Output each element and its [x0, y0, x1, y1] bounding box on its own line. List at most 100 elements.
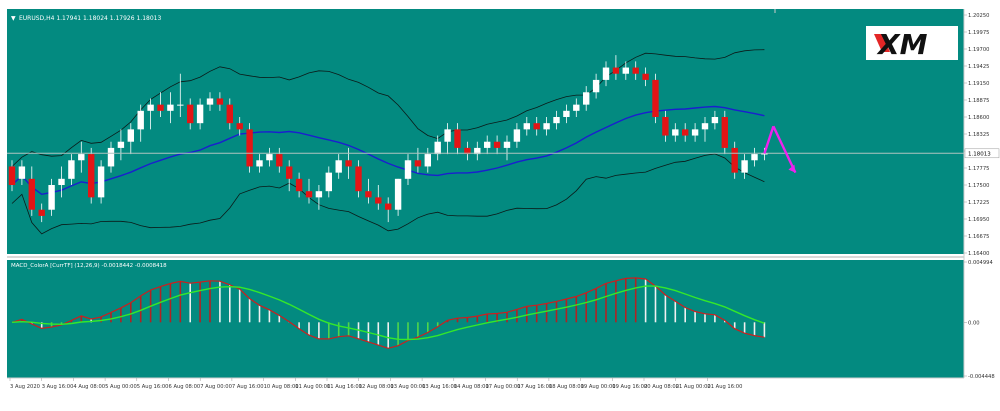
time-tick-label: 17 Aug 00:00: [486, 384, 521, 390]
indicator-tick-label: 0.004994: [968, 260, 993, 266]
xm-logo: XM: [866, 26, 958, 61]
indicator-panel-background: [7, 260, 964, 378]
candle-body: [513, 129, 521, 142]
candle-body: [88, 154, 95, 198]
time-tick-label: 11 Aug 16:00: [327, 384, 362, 390]
candle-body: [157, 104, 164, 111]
candle-body: [444, 129, 451, 142]
candle-body: [177, 104, 184, 106]
time-tick-label: 21 Aug 00:00: [676, 384, 711, 390]
candle-body: [38, 209, 45, 216]
moving-average: [11, 105, 765, 196]
candle-body: [345, 160, 352, 167]
price-axis: 1.20250 1.19975 1.19700 1.19425 1.19150 1.188…: [964, 13, 989, 257]
symbol-menu-icon[interactable]: ▼: [11, 15, 16, 22]
candle-body: [315, 191, 323, 198]
candle-body: [474, 147, 481, 155]
candle-body: [226, 104, 233, 124]
chart-title: EURUSD,H4 1.17941 1.18024 1.17926 1.1801…: [19, 15, 161, 22]
ma-line: [11, 105, 765, 196]
upper-band-line: [11, 49, 765, 167]
price-tick-label: 1.19700: [968, 47, 989, 53]
candle-body: [563, 110, 570, 117]
time-tick-label: 13 Aug 00:00: [390, 384, 425, 390]
candle-body: [97, 166, 105, 198]
candle-body: [711, 117, 719, 124]
price-tick-label: 1.17225: [968, 200, 989, 206]
candle-body: [78, 154, 85, 161]
price-tick-label: 1.18600: [968, 115, 989, 121]
time-tick-label: 19 Aug 00:00: [581, 384, 616, 390]
current-price-tag: [964, 148, 1000, 159]
candle-body: [286, 166, 293, 179]
time-tick-label: 19 Aug 16:00: [612, 384, 647, 390]
time-tick-label: 7 Aug 00:00: [200, 384, 232, 390]
candle-body: [127, 129, 134, 142]
lower-band-line: [11, 153, 765, 235]
candle-body: [612, 67, 620, 74]
candle-body: [751, 154, 758, 161]
current-price-label: 1.18013: [968, 151, 991, 157]
candle-body: [216, 98, 224, 105]
candle-body: [493, 141, 501, 148]
time-tick-label: 6 Aug 08:00: [169, 384, 201, 390]
candle-body: [147, 104, 154, 111]
time-tick-label: 7 Aug 16:00: [232, 384, 264, 390]
candle-body: [365, 191, 372, 198]
indicator-tick-label: 0.00: [968, 320, 980, 326]
candle-body: [266, 154, 273, 161]
candle-body: [394, 178, 402, 210]
candle-body: [107, 147, 115, 167]
forecast-down-stroke: [772, 125, 797, 174]
candle-body: [632, 67, 639, 74]
candle-body: [276, 154, 283, 167]
time-tick-label: 5 Aug 00:00: [105, 384, 137, 390]
price-tick-label: 1.19150: [968, 81, 989, 87]
candle-body: [533, 123, 540, 130]
candle-body: [721, 117, 728, 148]
price-tick-label: 1.19425: [968, 64, 989, 70]
candle-body: [355, 166, 362, 192]
logo-red-stroke: [874, 34, 890, 52]
candle-body: [117, 141, 125, 148]
time-axis: 3 Aug 2020 3 Aug 16:00 4 Aug 08:00 5 Aug 00…: [9, 378, 742, 390]
forecast-arrows: [763, 125, 797, 174]
candle-body: [691, 129, 699, 136]
signal-line: [11, 285, 765, 341]
candle-body: [543, 123, 550, 130]
time-tick-label: 17 Aug 16:00: [517, 384, 552, 390]
candle-body: [48, 185, 55, 210]
candle-body: [68, 160, 75, 179]
candle-body: [404, 160, 412, 179]
time-tick-label: 13 Aug 16:00: [422, 384, 457, 390]
price-tick-label: 1.16675: [968, 234, 989, 240]
forecast-up-stroke: [763, 125, 775, 154]
candle-body: [602, 67, 610, 80]
candle-body: [682, 129, 689, 136]
candle-body: [305, 191, 313, 198]
price-tick-label: 1.16400: [968, 251, 989, 257]
candle-body: [167, 104, 174, 111]
candle-body: [662, 117, 669, 136]
logo-text: XM: [876, 28, 928, 61]
candle-body: [523, 123, 530, 130]
forecast-arrow-head: [788, 164, 796, 173]
candle-body: [622, 67, 629, 74]
time-tick-label: 21 Aug 16:00: [707, 384, 742, 390]
candle-body: [701, 123, 709, 130]
candle-body: [295, 178, 303, 192]
time-tick-label: 12 Aug 08:00: [359, 384, 394, 390]
candle-body: [256, 160, 263, 167]
candle-body: [58, 178, 65, 185]
price-tick-label: 1.20250: [968, 13, 989, 19]
candle-body: [672, 129, 679, 136]
candle-body: [236, 123, 243, 130]
candle-body: [434, 141, 441, 155]
candle-body: [642, 73, 649, 80]
time-tick-label: 10 Aug 08:00: [264, 384, 299, 390]
time-tick-label: 18 Aug 08:00: [549, 384, 584, 390]
candle-body: [503, 141, 511, 148]
candle-body: [414, 160, 422, 167]
